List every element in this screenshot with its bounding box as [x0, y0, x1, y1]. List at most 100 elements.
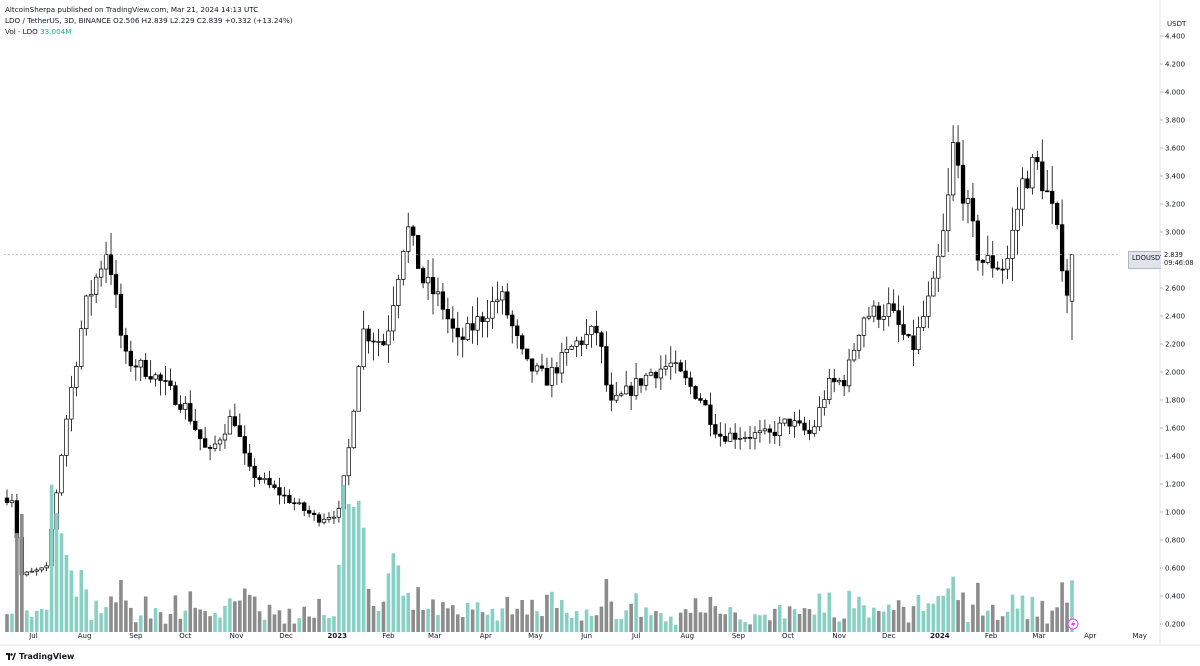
candle-body	[198, 429, 203, 439]
volume-bar	[15, 533, 19, 632]
candle-body	[232, 416, 238, 426]
candle-body	[851, 349, 857, 361]
candle-body	[688, 377, 693, 387]
candle-body	[891, 303, 896, 311]
volume-bar	[1010, 594, 1015, 632]
last-price-tag: 2.839 09:46:08	[1161, 251, 1199, 269]
volume-bar	[916, 595, 921, 632]
volume-bar	[574, 611, 579, 632]
volume-bar	[104, 607, 108, 632]
candle-body	[331, 516, 337, 519]
candle-body	[524, 348, 530, 360]
candle-body	[440, 291, 446, 310]
volume-bar	[1045, 623, 1050, 632]
volume-bar	[738, 619, 742, 632]
volume-bar	[59, 533, 64, 632]
volume-bar	[797, 613, 802, 632]
time-tick-label: Dec	[882, 632, 896, 640]
time-tick-label: 2024	[930, 632, 950, 640]
candle-body	[485, 317, 490, 322]
volume-bar	[896, 600, 901, 632]
candle-body	[59, 455, 64, 494]
candle-body	[812, 426, 817, 434]
volume-bar	[569, 617, 574, 632]
volume-bar	[391, 553, 396, 632]
candle-body	[9, 500, 15, 503]
volume-bar	[322, 614, 326, 632]
volume-bar	[446, 608, 450, 632]
volume-bar	[817, 593, 822, 632]
volume-bar	[832, 617, 837, 632]
chart-header: AltcoinSherpa published on TradingView.c…	[5, 4, 293, 37]
volume-bar	[10, 613, 14, 632]
volume-bar	[337, 564, 341, 632]
publish-info: AltcoinSherpa published on TradingView.c…	[5, 5, 259, 14]
candle-body	[411, 226, 416, 236]
candle-body	[534, 365, 540, 372]
volume-bar	[376, 610, 381, 632]
volume-bar	[837, 621, 841, 632]
volume-bar	[976, 582, 980, 632]
candle-body	[628, 385, 634, 396]
bar-countdown: 09:46:08	[1164, 259, 1194, 267]
volume-bar	[64, 555, 69, 632]
candle-body	[183, 403, 188, 410]
candle-body	[1045, 190, 1050, 193]
volume-bar	[465, 602, 470, 632]
volume-bar	[168, 613, 173, 632]
price-tick-label: 3.600	[1165, 145, 1185, 153]
volume-bar	[1030, 596, 1035, 632]
volume-bar	[34, 610, 39, 632]
volume-bar	[218, 617, 222, 632]
candle-body	[158, 374, 163, 381]
candle-body	[1005, 258, 1010, 270]
candle-body	[584, 334, 589, 346]
candle-body	[257, 477, 262, 481]
candle-body	[98, 268, 104, 278]
volume-bar	[332, 616, 336, 632]
volume-bar	[668, 616, 673, 632]
time-tick-label: Sep	[129, 632, 143, 640]
tradingview-brand[interactable]: TradingView	[6, 652, 74, 661]
price-tick-label: 0.400	[1165, 593, 1185, 601]
time-tick-label: May	[528, 632, 542, 640]
candle-body	[406, 226, 411, 252]
volume-bar	[971, 604, 975, 632]
candle-body	[470, 323, 475, 331]
last-price-value: 2.839	[1164, 251, 1183, 259]
candle-body	[792, 420, 797, 427]
volume-bar	[748, 624, 752, 632]
volume-bar	[148, 618, 153, 632]
volume-bar	[857, 596, 861, 632]
price-tick-label: 1.600	[1165, 425, 1185, 433]
volume-bar	[213, 612, 217, 632]
candle-body	[693, 386, 698, 399]
candle-body	[911, 335, 916, 351]
volume-bar	[25, 610, 29, 632]
candle-body	[886, 303, 891, 317]
candle-body	[881, 316, 886, 320]
candle-body	[594, 325, 599, 334]
candle-body	[118, 294, 124, 336]
volume-bar	[371, 605, 376, 632]
volume-bar	[812, 614, 817, 632]
candle-body	[841, 380, 847, 387]
candle-body	[425, 277, 431, 284]
volume-bar	[292, 623, 297, 632]
price-tick-label: 1.400	[1165, 453, 1185, 461]
volume-bar	[1055, 607, 1059, 632]
candle-body	[619, 393, 624, 396]
candle-body	[282, 494, 287, 497]
volume-bar	[188, 591, 193, 632]
candle-body	[420, 268, 426, 284]
candle-body	[202, 438, 208, 448]
volume-bar	[678, 612, 683, 632]
volume-bar	[1050, 610, 1054, 632]
candle-body	[74, 366, 79, 388]
candle-body	[277, 487, 282, 496]
candle-body	[262, 478, 267, 481]
volume-group	[5, 484, 1074, 632]
candle-body	[772, 431, 777, 436]
volume-bar	[614, 618, 619, 632]
